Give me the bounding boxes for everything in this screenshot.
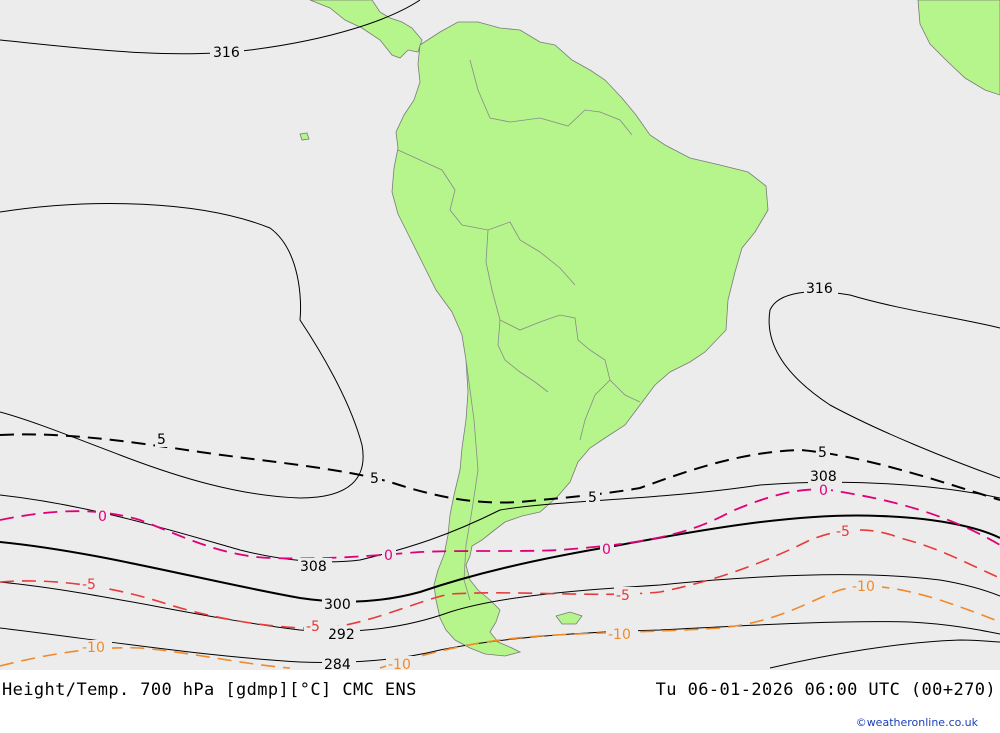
border-lines-3 [485, 229, 611, 441]
label-bg [326, 626, 360, 642]
label-bg [322, 596, 356, 612]
africa-land [917, 0, 1000, 96]
label-bg [850, 578, 882, 593]
temp-label-minus10-a: -10 [82, 640, 105, 656]
height-label-316-atlantic: 316 [806, 281, 833, 297]
temp-labels: 5 5 5 5 0 0 0 0 -5 -5 -5 -5 -10 -10 -10 … [80, 432, 882, 670]
label-bg [210, 43, 244, 59]
isotherm-5-line [0, 433, 1000, 504]
map-footer [0, 670, 1000, 733]
height-label-284: 284 [324, 657, 351, 670]
label-bg [322, 656, 356, 670]
temp-label-5-a: 5 [157, 432, 166, 448]
label-bg [386, 656, 418, 670]
label-bg [155, 432, 169, 447]
label-bg [96, 508, 110, 523]
south-america-land [391, 21, 769, 657]
height-label-300: 300 [324, 597, 351, 613]
temp-label-0-d: 0 [819, 483, 828, 499]
temp-label-minus10-c: -10 [608, 627, 631, 643]
temp-label-minus5-d: -5 [836, 524, 850, 540]
height-labels: 316 316 308 308 300 292 284 [210, 43, 842, 670]
label-bg [606, 626, 638, 641]
label-bg [382, 547, 396, 562]
border-lines-6 [609, 379, 641, 403]
valid-time: Tu 06-01-2026 06:00 UTC (00+270) [655, 680, 996, 700]
contour-292 [0, 574, 1000, 632]
height-label-308-west: 308 [300, 559, 327, 575]
central-america-land [309, 0, 423, 59]
temp-label-0-c: 0 [602, 542, 611, 558]
land-masses [299, 0, 1000, 657]
label-bg [586, 490, 600, 505]
temp-label-minus5-c: -5 [616, 588, 630, 604]
isotherm-5 [0, 433, 1000, 504]
label-bg [804, 280, 838, 296]
height-label-308-east: 308 [810, 469, 837, 485]
weather-map: 316 316 308 308 300 292 284 5 5 5 5 0 0 … [0, 0, 1000, 670]
label-bg [368, 470, 382, 485]
isotherm-minus5 [0, 529, 1000, 630]
contour-300 [0, 514, 1000, 603]
label-bg [80, 577, 106, 592]
contour-316-north [0, 0, 421, 55]
temp-label-0-a: 0 [98, 509, 107, 525]
label-bg [80, 640, 112, 655]
falkland-islands [555, 611, 583, 625]
isotherm-minus10 [0, 585, 1000, 669]
credit-link[interactable]: ©weatheronline.co.uk [855, 716, 978, 729]
contour-bottom [769, 639, 1000, 669]
label-bg [816, 444, 830, 459]
label-bg [298, 558, 332, 574]
isotherm-minus10-line [0, 646, 291, 669]
label-bg [614, 587, 640, 602]
temp-label-0-b: 0 [384, 548, 393, 564]
border-lines [469, 59, 633, 136]
label-bg [834, 523, 860, 538]
temp-label-minus5-a: -5 [82, 577, 96, 593]
temp-label-5-b: 5 [370, 471, 379, 487]
height-label-316-north: 316 [213, 45, 240, 61]
border-lines-4 [497, 319, 549, 393]
contour-closed-pacific [0, 203, 364, 499]
label-bg [817, 482, 831, 497]
label-bg [304, 618, 330, 633]
border-lines-2 [397, 149, 576, 286]
label-bg [600, 541, 614, 556]
contour-316-atlantic [768, 291, 1000, 479]
country-borders [397, 59, 641, 601]
temp-label-minus10-b: -10 [388, 657, 411, 670]
label-bg [808, 468, 842, 484]
isotherm-minus5-line [0, 529, 1000, 630]
border-lines-5 [463, 359, 479, 601]
map-title: Height/Temp. 700 hPa [gdmp][°C] CMC ENS [2, 680, 417, 700]
height-label-292: 292 [328, 627, 355, 643]
temp-label-minus10-d: -10 [852, 579, 875, 595]
temp-label-5-d: 5 [818, 445, 827, 461]
temp-label-5-c: 5 [588, 490, 597, 506]
galapagos-islands [299, 132, 310, 141]
temp-label-minus5-b: -5 [306, 619, 320, 635]
